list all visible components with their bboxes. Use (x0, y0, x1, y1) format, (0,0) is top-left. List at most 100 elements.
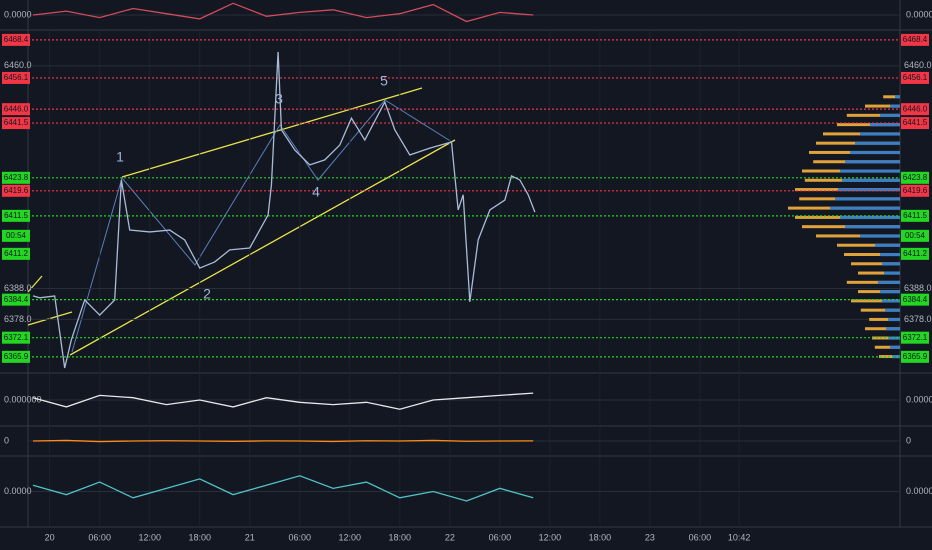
profile-bar (845, 160, 900, 164)
profile-delta-bar (837, 123, 900, 127)
profile-bar (878, 280, 900, 285)
y-tick-label: 0.0000 (906, 486, 932, 496)
price-label: 6456.1 (903, 73, 928, 82)
price-label: 00:54 (6, 231, 27, 240)
price-label-box (2, 331, 30, 344)
profile-bar (870, 123, 900, 127)
x-tick-label: 18:00 (389, 532, 412, 542)
profile-bar (882, 299, 900, 303)
profile-bar (845, 225, 900, 229)
wave-label: 2 (203, 286, 211, 302)
y-tick-label: 6378.0 (904, 314, 932, 324)
price-label-box (901, 33, 929, 46)
profile-delta-bar (865, 327, 900, 331)
profile-delta-bar (846, 280, 900, 284)
profile-bar (830, 206, 900, 210)
y-tick-label: 6388.0 (4, 283, 32, 293)
price-line (32, 51, 536, 369)
profile-delta-bar (872, 336, 900, 340)
price-label: 6365.9 (903, 352, 928, 361)
profile-delta-bar (883, 95, 900, 99)
price-line (32, 439, 534, 443)
price-label-box (901, 229, 929, 242)
wave-label: 5 (380, 73, 388, 89)
profile-delta-bar (865, 104, 900, 108)
price-label-box (2, 247, 30, 260)
profile-delta-bar (816, 234, 900, 238)
x-tick-label: 06:00 (689, 532, 712, 542)
price-label-box (901, 350, 929, 363)
price-label: 6411.2 (903, 249, 927, 258)
price-label: 6372.1 (4, 333, 29, 342)
price-label-box (2, 33, 30, 46)
profile-bar (885, 308, 900, 312)
wave-label: 1 (116, 149, 124, 165)
price-label: 6423.8 (4, 173, 29, 182)
price-line (32, 2, 534, 23)
profile-bar (880, 113, 900, 118)
profile-bar (890, 104, 900, 108)
price-label: 6419.6 (4, 186, 29, 195)
price-label-box (2, 293, 30, 306)
profile-delta-bar (858, 290, 900, 294)
x-tick-label: 06:00 (489, 532, 512, 542)
price-label-box (2, 171, 30, 184)
price-label: 6411.5 (4, 211, 28, 220)
price-label-box (901, 171, 929, 184)
profile-bar (835, 197, 900, 201)
profile-bar (890, 345, 900, 349)
price-label-box (901, 293, 929, 306)
y-tick-label: 6460.0 (904, 60, 932, 70)
price-label: 6411.2 (4, 249, 28, 258)
profile-bar (888, 317, 900, 322)
price-label: 6456.1 (4, 73, 29, 82)
wave-label: 3 (275, 91, 283, 107)
price-label-box (2, 229, 30, 242)
profile-bar (855, 141, 900, 145)
wave-label: 4 (312, 184, 320, 200)
profile-bar (880, 252, 900, 257)
price-label: 6384.4 (4, 295, 29, 304)
profile-bar (895, 95, 900, 99)
price-label-box (901, 117, 929, 130)
price-label: 6372.1 (903, 333, 928, 342)
profile-delta-bar (837, 243, 900, 247)
y-tick-label: 0.0000 (906, 9, 932, 19)
profile-delta-bar (844, 252, 900, 256)
x-tick-label: 21 (245, 532, 255, 542)
profile-delta-bar (874, 345, 900, 349)
profile-delta-bar (858, 271, 900, 275)
price-label-box (901, 209, 929, 222)
profile-delta-bar (846, 113, 900, 117)
y-tick-label: 6460.0 (4, 60, 32, 70)
x-tick-label: 06:00 (289, 532, 312, 542)
price-label-box (2, 209, 30, 222)
price-label-box (2, 184, 30, 197)
price-label: 6365.9 (4, 352, 29, 361)
price-label: 6411.5 (903, 211, 927, 220)
price-label: 6468.4 (903, 35, 928, 44)
x-tick-label: 18:00 (188, 532, 211, 542)
profile-bar (850, 150, 900, 155)
price-label-box (901, 184, 929, 197)
y-tick-label: 6388.0 (904, 283, 932, 293)
profile-bar (842, 178, 900, 182)
price-label: 6441.5 (4, 118, 29, 127)
price-label-box (2, 117, 30, 130)
profile-delta-bar (851, 299, 900, 303)
pane-borders (0, 0, 932, 528)
profile-bar (838, 188, 900, 192)
profile-bar (886, 327, 900, 331)
profile-bar (840, 169, 900, 173)
price-label: 6423.8 (903, 173, 928, 182)
price-label: 6441.5 (903, 118, 928, 127)
x-tick-label: 12:00 (339, 532, 362, 542)
price-label-box (901, 71, 929, 84)
y-tick-label: 0 (906, 435, 911, 445)
x-tick-label: 22 (445, 532, 455, 542)
price-label-box (901, 331, 929, 344)
price-label-box (901, 103, 929, 116)
y-tick-label: 0.0000 (4, 486, 32, 496)
y-tick-label: 6378.0 (4, 314, 32, 324)
y-tick-label: 0 (4, 435, 9, 445)
